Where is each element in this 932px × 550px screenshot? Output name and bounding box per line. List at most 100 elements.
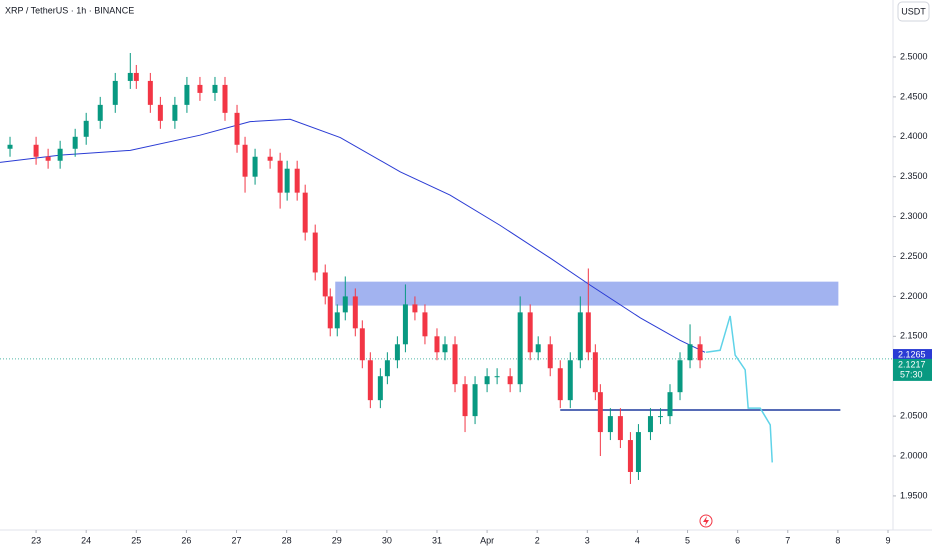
x-tick-label: 3 <box>585 535 590 545</box>
candle-body <box>597 392 603 433</box>
candle-body <box>484 376 490 385</box>
x-tick-label: 5 <box>685 535 690 545</box>
candle-body <box>687 344 693 361</box>
candle-body <box>33 144 39 157</box>
candle-body <box>547 344 553 369</box>
candle-body <box>667 392 673 417</box>
candle-body <box>394 344 400 361</box>
candle-body <box>242 144 248 177</box>
y-tick-label: 2.2000 <box>900 291 928 301</box>
candle-body <box>472 384 478 417</box>
candle-body <box>172 104 178 121</box>
candle-body <box>133 72 139 81</box>
replay-icon[interactable] <box>699 514 713 528</box>
candle-body <box>97 104 103 121</box>
candle-body <box>617 416 623 441</box>
candle-body <box>657 416 663 418</box>
x-tick-label: 2 <box>535 535 540 545</box>
candle-body <box>697 344 703 361</box>
y-tick-label: 2.4500 <box>900 91 928 101</box>
candle-body <box>327 296 333 329</box>
x-tick-label: 4 <box>635 535 640 545</box>
y-tick-label: 2.5000 <box>900 51 928 61</box>
candle-body <box>627 440 633 472</box>
candle-body <box>184 84 190 105</box>
y-tick-label: 2.0000 <box>900 450 928 460</box>
candle-body <box>384 360 390 377</box>
candle-body <box>635 432 641 472</box>
y-tick-label: 2.4000 <box>900 131 928 141</box>
candle-body <box>302 192 308 233</box>
y-tick-label: 2.3000 <box>900 211 928 221</box>
candle-body <box>334 312 340 329</box>
y-tick-label: 2.3500 <box>900 171 928 181</box>
candle-body <box>197 84 203 93</box>
candle-body <box>312 232 318 273</box>
candle-body <box>557 368 563 401</box>
y-tick-label: 1.9500 <box>900 490 928 500</box>
ma-price-box <box>893 349 932 362</box>
candle-body <box>592 352 598 393</box>
projection-path <box>705 315 773 463</box>
countdown-label: 57:30 <box>900 369 923 379</box>
candle-body <box>462 384 468 417</box>
x-tick-label: 8 <box>835 535 840 545</box>
currency-label: USDT <box>901 6 926 16</box>
x-tick-label: 9 <box>885 535 890 545</box>
icon-bolt <box>703 516 709 526</box>
ma-price-label: 2.1265 <box>898 349 926 359</box>
x-tick-label: 30 <box>382 535 392 545</box>
candle-body <box>112 80 118 105</box>
candle-body <box>127 72 133 81</box>
currency-button[interactable] <box>897 1 930 22</box>
candle-body <box>494 376 500 378</box>
resistance-zone <box>335 281 839 306</box>
candle-body <box>577 312 583 361</box>
candle-body <box>412 304 418 313</box>
x-tick-label: 24 <box>81 535 91 545</box>
last-price-label: 2.1217 <box>898 359 926 369</box>
candle-body <box>452 344 458 385</box>
candle-body <box>83 120 89 137</box>
candle-body <box>585 312 591 353</box>
x-tick-label: 25 <box>131 535 141 545</box>
candle-body <box>367 360 373 401</box>
candle-body <box>377 376 383 401</box>
x-tick-label: 7 <box>785 535 790 545</box>
candle-body <box>157 104 163 121</box>
candle-body <box>294 168 300 193</box>
candle-body <box>57 148 63 161</box>
candle-body <box>342 296 348 313</box>
candle-body <box>677 360 683 393</box>
candle-body <box>267 156 273 161</box>
x-tick-label: 26 <box>181 535 191 545</box>
candle-body <box>72 136 78 149</box>
last-price-box <box>893 358 932 381</box>
x-tick-label: 28 <box>282 535 292 545</box>
moving-average <box>0 118 706 353</box>
x-tick-label: 27 <box>232 535 242 545</box>
y-tick-label: 2.0500 <box>900 410 928 420</box>
candle-body <box>402 304 408 345</box>
candle-body <box>147 80 153 105</box>
candle-body <box>284 168 290 193</box>
candle-body <box>535 344 541 353</box>
chart-title: XRP / TetherUS · 1h · BINANCE <box>5 5 134 15</box>
x-tick-label: 23 <box>31 535 41 545</box>
candle-body <box>567 360 573 401</box>
candle-body <box>359 328 365 361</box>
candle-body <box>234 112 240 145</box>
candle-body <box>517 312 523 385</box>
candle-body <box>222 84 228 113</box>
candle-body <box>252 156 258 177</box>
candle-body <box>507 376 513 385</box>
candle-body <box>647 416 653 433</box>
candle-body <box>527 312 533 353</box>
candle-body <box>212 84 218 93</box>
candle-body <box>322 272 328 297</box>
y-tick-label: 2.2500 <box>900 251 928 261</box>
y-tick-label: 2.1500 <box>900 331 928 341</box>
candle-body <box>434 336 440 353</box>
